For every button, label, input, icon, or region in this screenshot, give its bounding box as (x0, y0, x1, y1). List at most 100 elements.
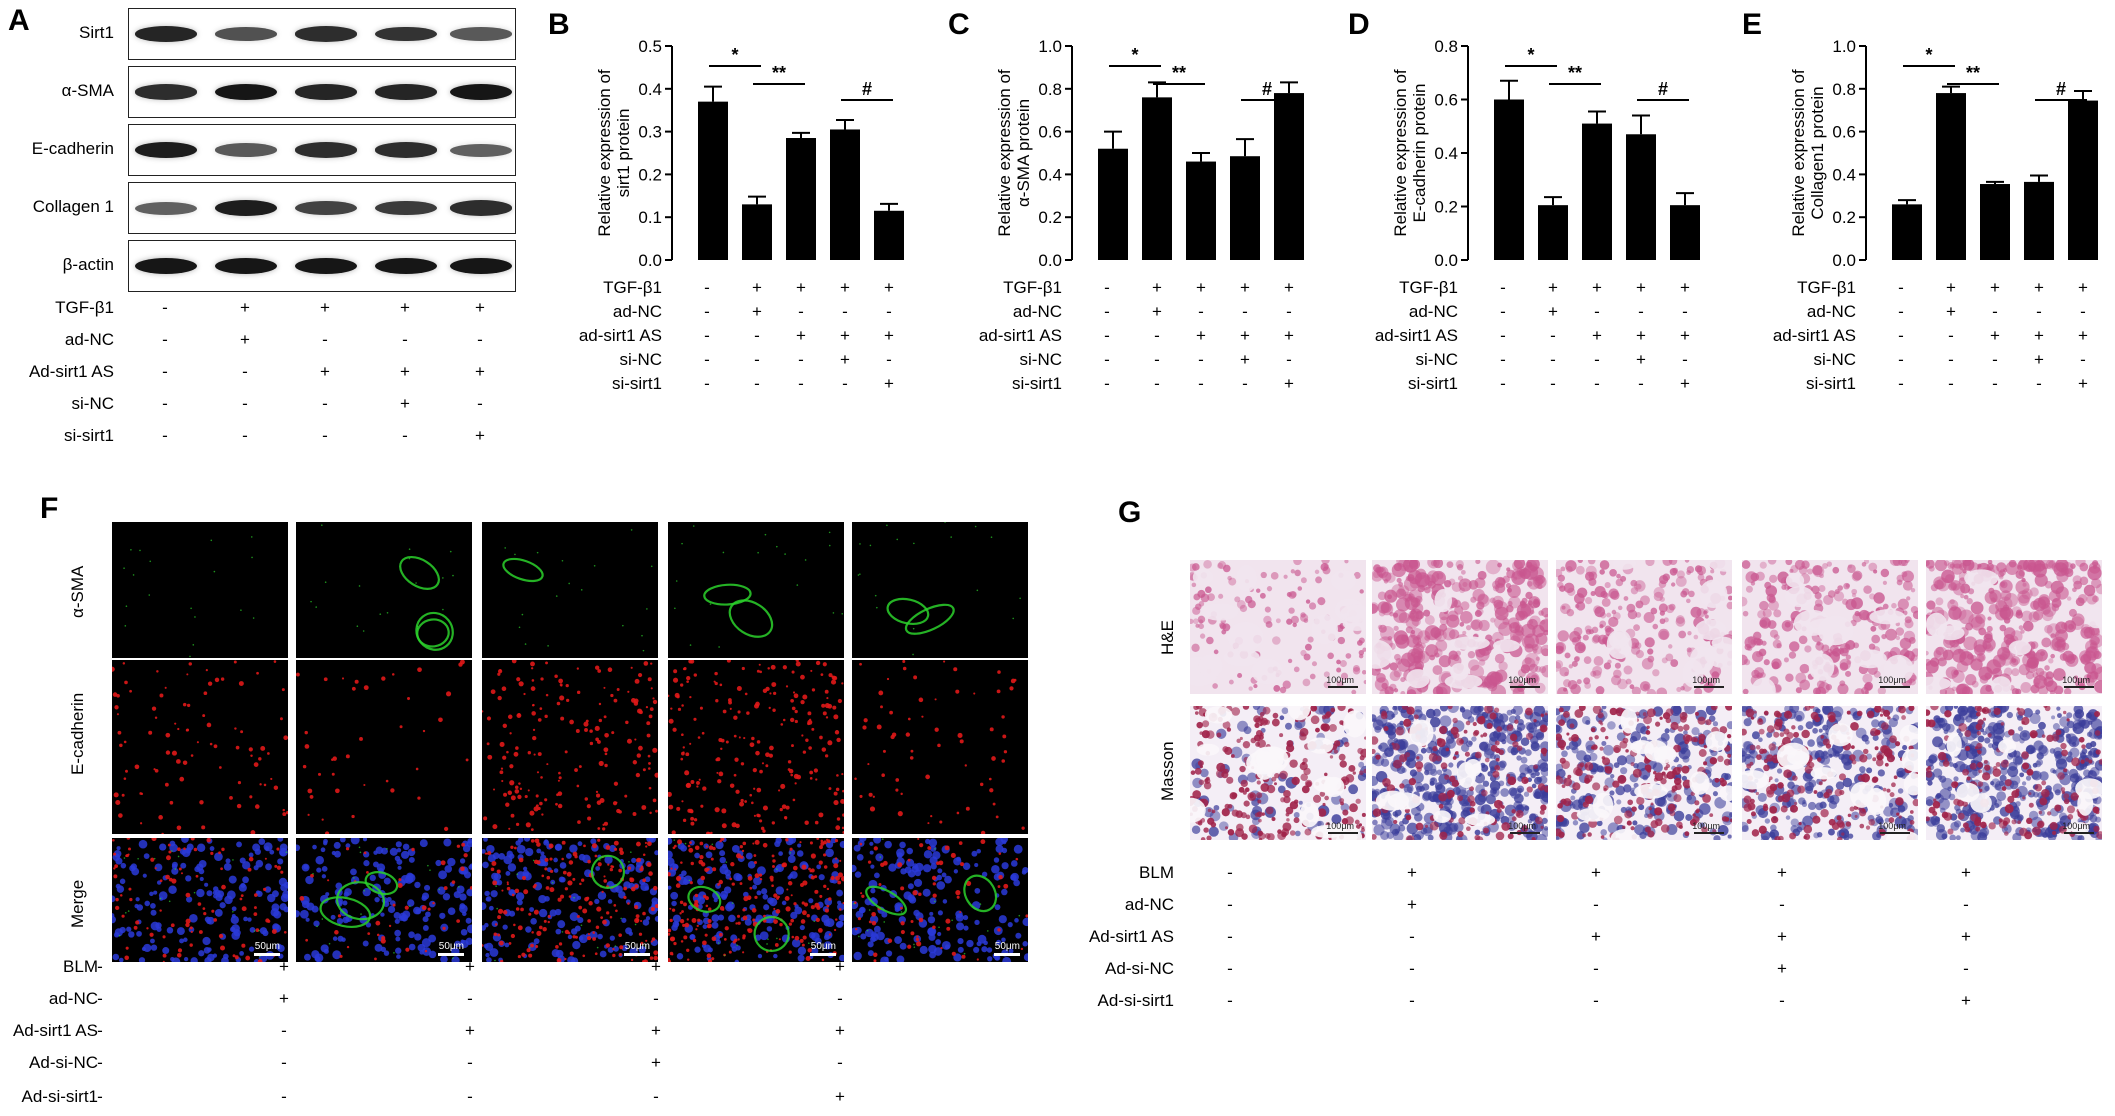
tissue-spot (1355, 798, 1361, 804)
ecadherin-dot (586, 936, 592, 941)
ecadherin-dot (862, 725, 867, 730)
collagen-spot (1516, 755, 1522, 761)
nucleus-dot (443, 838, 452, 847)
tissue-spot (1609, 568, 1617, 577)
fluorescence-texture (123, 536, 255, 658)
significance-mark: # (1658, 79, 1668, 99)
tissue-spot (1410, 627, 1423, 641)
tissue-spot (1564, 671, 1569, 677)
ecadherin-dot (587, 859, 591, 864)
ecadherin-dot (932, 893, 937, 898)
asma-dot (866, 929, 869, 932)
ecadherin-dot (740, 855, 744, 859)
tissue-spot (1198, 601, 1205, 607)
collagen-spot (1200, 768, 1209, 778)
ecadherin-dot (650, 662, 653, 665)
tissue-spot (1474, 751, 1482, 759)
tissue-spot (1389, 662, 1398, 671)
nucleus-dot (796, 850, 804, 857)
ecadherin-dot (810, 669, 813, 672)
ecadherin-dot (689, 742, 692, 745)
collagen-spot (1446, 797, 1454, 806)
nucleus-dot (797, 843, 802, 848)
asma-vessel (502, 557, 544, 583)
tissue-spot (1647, 655, 1655, 663)
tissue-spot (1653, 586, 1665, 598)
tissue-spot (1561, 605, 1566, 610)
asma-dot (764, 533, 767, 536)
tissue-spot (1362, 647, 1366, 652)
nucleus-dot (595, 866, 601, 871)
scale-bar-label: 50μm (810, 941, 836, 952)
nucleus-dot (553, 857, 558, 863)
nucleus-dot (773, 953, 778, 959)
nucleus-dot (900, 868, 907, 875)
significance-mark: ** (772, 63, 786, 83)
condition-sign: + (1240, 278, 1250, 297)
tissue-spot (1222, 721, 1231, 729)
tissue-spot (2011, 668, 2020, 677)
ecadherin-dot (533, 806, 539, 812)
tissue-spot (1812, 564, 1823, 576)
condition-sign: - (467, 1053, 473, 1072)
ecadherin-dot (273, 785, 279, 790)
tissue-spot (1566, 608, 1575, 617)
ecadherin-dot (907, 944, 912, 949)
tissue-spot (1588, 629, 1594, 635)
nucleus-dot (987, 956, 993, 962)
tissue-spot (1804, 645, 1812, 653)
tissue-spot (1611, 675, 1622, 686)
nucleus-dot (375, 846, 384, 855)
tissue-spot (1597, 634, 1608, 645)
tissue-spot (1190, 618, 1194, 624)
collagen-spot (1298, 800, 1303, 805)
ecadherin-dot (951, 951, 956, 956)
ecadherin-dot (535, 794, 539, 798)
ecadherin-dot (121, 793, 125, 797)
tissue-spot (1352, 664, 1360, 672)
ecadherin-dot (1021, 826, 1025, 830)
ecadherin-dot (756, 669, 760, 673)
ecadherin-dot (274, 864, 278, 868)
condition-sign: - (1198, 302, 1204, 321)
nucleus-dot (937, 910, 943, 916)
tissue-spot (1250, 737, 1257, 744)
ecadherin-dot (640, 941, 644, 945)
asma-dot (853, 902, 855, 905)
tissue-spot (1846, 659, 1852, 665)
bar (1274, 93, 1304, 260)
ecadherin-dot (668, 872, 672, 877)
ecadherin-dot (647, 677, 652, 682)
tissue-spot (1439, 610, 1449, 621)
ecadherin-dot (820, 839, 824, 843)
tissue-spot (1929, 657, 1940, 667)
tissue-spot (1789, 641, 1800, 652)
tissue-spot (1259, 711, 1265, 717)
nucleus-dot (395, 947, 402, 954)
tissue-spot (1815, 686, 1827, 694)
nucleus-dot (126, 926, 132, 932)
ecadherin-dot (686, 782, 692, 788)
ecadherin-dot (697, 918, 701, 922)
ecadherin-dot (548, 843, 554, 849)
asma-dot (766, 943, 768, 945)
condition-label: ad-sirt1 AS (579, 326, 662, 345)
tissue-spot (1243, 800, 1250, 807)
ecadherin-dot (580, 878, 585, 882)
y-tick-label: 0.1 (638, 208, 662, 227)
nucleus-dot (119, 926, 126, 934)
ecadherin-dot (939, 820, 943, 824)
ecadherin-dot (241, 906, 247, 912)
tissue-spot (1868, 643, 1876, 650)
collagen-spot (1512, 706, 1524, 716)
tissue-spot (1595, 686, 1605, 694)
ecadherin-dot (359, 737, 363, 741)
collagen-spot (1531, 783, 1537, 789)
ecadherin-dot (597, 838, 601, 842)
y-axis-label: Collagen1 protein (1808, 86, 1827, 219)
ecadherin-dot (536, 842, 541, 847)
ecadherin-dot (958, 841, 963, 845)
asma-dot (717, 942, 720, 944)
nucleus-dot (894, 936, 902, 944)
nucleus-dot (207, 947, 212, 952)
